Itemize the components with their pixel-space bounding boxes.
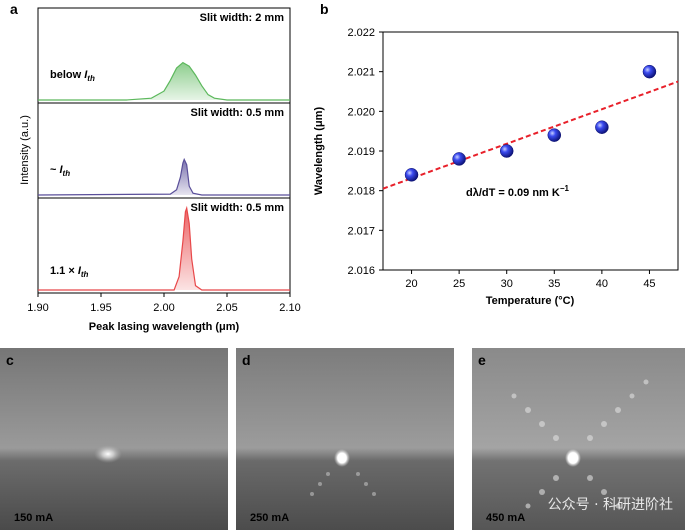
x-tick-label: 1.90 (27, 302, 48, 314)
figure-charts: a Slit width: 2 mm below Ith Slit width: 0… (10, 1, 679, 333)
y-tick-label: 2.019 (347, 146, 375, 158)
watermark: 公众号 · 科研进阶社 (547, 497, 673, 513)
x-tick-label: 20 (405, 278, 417, 290)
data-point (452, 152, 466, 166)
slit-width-label-2: Slit width: 0.5 mm (190, 202, 284, 214)
camera-image-450mA (472, 348, 685, 530)
panel-letter-c: c (6, 352, 14, 368)
y-tick-label: 2.020 (347, 106, 375, 118)
plot-b-y-label: Wavelength (μm) (313, 107, 325, 196)
x-tick-label: 2.00 (153, 302, 174, 314)
series-label-1: ~ Ith (50, 164, 70, 178)
slope-annotation-sup: −1 (560, 184, 570, 193)
panel-letter-a: a (10, 1, 18, 17)
x-tick-label: 2.05 (216, 302, 237, 314)
x-tick-label: 40 (596, 278, 608, 290)
plot-b-y-ticks: 2.016 2.017 2.018 2.019 2.020 2.021 2.022 (347, 27, 383, 277)
panel-letter-b: b (320, 1, 329, 17)
data-point (595, 120, 609, 134)
caption-250mA: 250 mA (250, 512, 290, 524)
fit-line (382, 80, 679, 190)
laser-spot (94, 445, 122, 463)
camera-image-250mA (236, 348, 454, 530)
slit-width-label-1: Slit width: 0.5 mm (190, 107, 284, 119)
series-line-2 (38, 205, 290, 291)
data-point (642, 64, 657, 79)
plot-a-x-ticks: 1.90 1.95 2.00 2.05 2.10 (27, 293, 301, 314)
caption-150mA: 150 mA (14, 512, 54, 524)
x-tick-label: 45 (643, 278, 655, 290)
series-line-0 (38, 61, 290, 101)
panel-letter-d: d (242, 352, 251, 368)
plot-b-points (404, 64, 657, 182)
panel-letter-e: e (478, 352, 486, 368)
x-tick-label: 1.95 (90, 302, 111, 314)
y-tick-label: 2.021 (347, 67, 375, 79)
x-tick-label: 35 (548, 278, 560, 290)
series-area-0 (38, 62, 290, 100)
y-tick-label: 2.016 (347, 265, 375, 277)
plot-a-y-label: Intensity (a.u.) (19, 115, 31, 185)
slope-annotation-main: dλ/dT = 0.09 nm K (466, 187, 560, 199)
slit-width-label-0: Slit width: 2 mm (200, 12, 285, 24)
x-tick-label: 30 (501, 278, 513, 290)
plot-a-series: Slit width: 2 mm below Ith Slit width: 0.5… (37, 12, 290, 291)
plot-b-frame (382, 31, 679, 271)
plot-a-frame (37, 7, 291, 294)
slope-annotation: dλ/dT = 0.09 nm K−1 (466, 184, 570, 199)
plot-a-x-label: Peak lasing wavelength (μm) (89, 321, 240, 333)
laser-spot (565, 449, 581, 467)
caption-450mA: 450 mA (486, 512, 526, 524)
series-line-1 (37, 157, 290, 196)
series-area-2 (38, 208, 290, 290)
y-tick-label: 2.022 (347, 27, 375, 39)
series-area-1 (38, 159, 290, 195)
x-tick-label: 25 (453, 278, 465, 290)
data-point (499, 144, 514, 158)
plot-b-x-ticks: 20 25 30 35 40 45 (405, 270, 656, 290)
data-point (404, 168, 419, 182)
y-tick-label: 2.017 (347, 225, 375, 237)
y-tick-label: 2.018 (347, 186, 375, 198)
x-tick-label: 2.10 (279, 302, 300, 314)
camera-image-150mA (0, 348, 228, 530)
laser-spot (334, 449, 350, 467)
plot-b-x-label: Temperature (°C) (486, 295, 575, 307)
series-label-2: 1.1 × Ith (50, 265, 89, 279)
series-label-0: below Ith (50, 69, 95, 83)
data-point (547, 128, 562, 142)
